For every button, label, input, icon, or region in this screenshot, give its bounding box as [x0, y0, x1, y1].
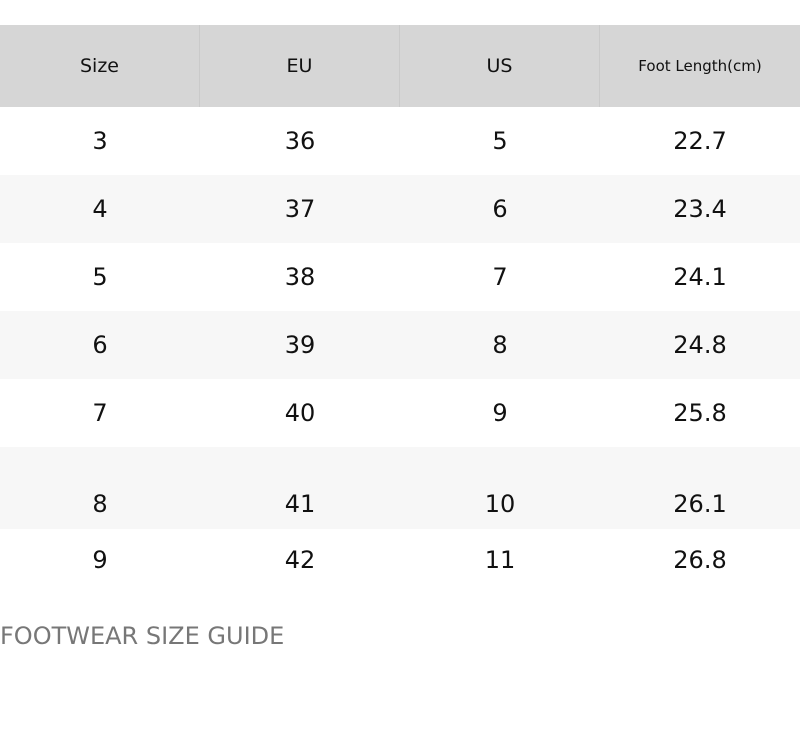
header-foot-length: Foot Length(cm)	[638, 57, 762, 75]
cell-us: 7	[492, 263, 508, 291]
cell-eu: 40	[284, 399, 316, 427]
cell-foot-length: 26.8	[673, 546, 727, 574]
cell-foot-length: 26.1	[673, 490, 727, 518]
cell-us: 6	[492, 195, 508, 223]
cell-eu: 39	[284, 331, 316, 359]
table-row: 5 38 7 24.1	[0, 243, 800, 311]
cell-foot-length: 24.8	[673, 331, 727, 359]
cell-foot-length: 25.8	[673, 399, 727, 427]
cell-foot-length: 22.7	[673, 127, 727, 155]
cell-size: 4	[92, 195, 108, 223]
cell-us: 5	[492, 127, 508, 155]
cell-size: 3	[92, 127, 108, 155]
table-row: 6 39 8 24.8	[0, 311, 800, 379]
cell-eu: 37	[284, 195, 316, 223]
cell-eu: 38	[284, 263, 316, 291]
size-chart-table: Size EU US Foot Length(cm) 3 36 5 22.7 4…	[0, 25, 800, 591]
table-row: 4 37 6 23.4	[0, 175, 800, 243]
cell-foot-length: 23.4	[673, 195, 727, 223]
cell-size: 6	[92, 331, 108, 359]
cell-us: 11	[484, 546, 516, 574]
cell-size: 5	[92, 263, 108, 291]
cell-eu: 41	[284, 490, 316, 518]
table-row: 3 36 5 22.7	[0, 107, 800, 175]
cell-foot-length: 24.1	[673, 263, 727, 291]
cell-size: 9	[92, 546, 108, 574]
size-guide-title: FOOTWEAR SIZE GUIDE	[0, 622, 285, 650]
cell-us: 10	[484, 490, 516, 518]
header-size: Size	[0, 25, 200, 107]
cell-size: 7	[92, 399, 108, 427]
cell-eu: 36	[284, 127, 316, 155]
cell-us: 9	[492, 399, 508, 427]
cell-size: 8	[92, 490, 108, 518]
table-row: 8 41 10 26.1	[0, 447, 800, 529]
table-header-row: Size EU US Foot Length(cm)	[0, 25, 800, 107]
header-us: US	[400, 25, 600, 107]
header-eu: EU	[200, 25, 400, 107]
table-row: 7 40 9 25.8	[0, 379, 800, 447]
cell-us: 8	[492, 331, 508, 359]
table-row: 9 42 11 26.8	[0, 529, 800, 591]
cell-eu: 42	[284, 546, 316, 574]
